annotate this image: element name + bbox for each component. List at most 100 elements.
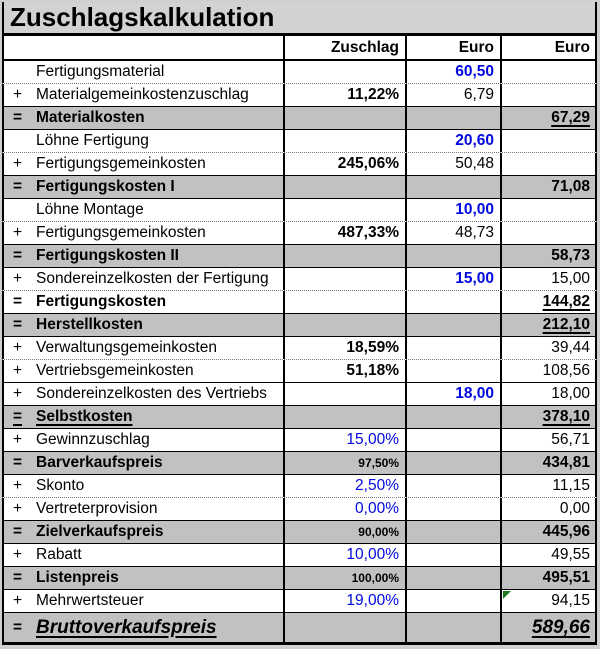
table-row: + Materialgemeinkostenzuschlag 11,22% 6,79 [2, 84, 597, 107]
row-sign: + [2, 590, 36, 612]
euro-value [407, 337, 502, 359]
row-label: Vertreterprovision [36, 498, 285, 520]
euro-value [407, 498, 502, 520]
zuschlag-percent: 100,00% [285, 567, 407, 589]
euro-value [407, 613, 502, 642]
zuschlag-percent [285, 199, 407, 221]
table-row: = Barverkaufspreis 97,50% 434,81 [2, 452, 597, 475]
row-sign: = [2, 521, 36, 543]
euro-total-value [502, 199, 597, 221]
row-label: Vertriebsgemeinkosten [36, 360, 285, 382]
calculation-table: Zuschlag Euro Euro Fertigungsmaterial 60,… [2, 36, 597, 645]
euro-value [407, 406, 502, 428]
table-header-row: Zuschlag Euro Euro [2, 36, 597, 61]
zuschlag-percent [285, 245, 407, 267]
row-sign: = [2, 291, 36, 313]
euro-value: 20,60 [407, 130, 502, 152]
column-header-zuschlag: Zuschlag [285, 36, 407, 59]
table-row: + Gewinnzuschlag 15,00% 56,71 [2, 429, 597, 452]
euro-total-value: 434,81 [502, 452, 597, 474]
row-label: Sondereinzelkosten der Fertigung [36, 268, 285, 290]
row-sign: + [2, 222, 36, 244]
row-sign [2, 199, 36, 221]
row-label: Mehrwertsteuer [36, 590, 285, 612]
euro-total-value: 18,00 [502, 383, 597, 405]
table-body: Fertigungsmaterial 60,50 + Materialgemeinko… [2, 61, 597, 645]
euro-value: 60,50 [407, 61, 502, 83]
row-label: Zielverkaufspreis [36, 521, 285, 543]
euro-total-value: 108,56 [502, 360, 597, 382]
euro-value: 50,48 [407, 153, 502, 175]
header-sign-spacer [2, 36, 36, 59]
euro-total-value: 58,73 [502, 245, 597, 267]
table-row: + Sondereinzelkosten des Vertriebs 18,00 18… [2, 383, 597, 406]
row-label: Fertigungskosten [36, 291, 285, 313]
row-sign: = [2, 567, 36, 589]
euro-value [407, 245, 502, 267]
zuschlag-percent [285, 314, 407, 336]
zuschlag-percent: 15,00% [285, 429, 407, 451]
euro-value: 15,00 [407, 268, 502, 290]
zuschlag-percent: 90,00% [285, 521, 407, 543]
sheet-title: Zuschlagskalkulation [2, 2, 597, 36]
table-row: + Vertreterprovision 0,00% 0,00 [2, 498, 597, 521]
row-sign: = [2, 107, 36, 129]
euro-value [407, 590, 502, 612]
row-sign: + [2, 337, 36, 359]
euro-total-value [502, 222, 597, 244]
row-sign: + [2, 544, 36, 566]
column-header-euro-1: Euro [407, 36, 502, 59]
row-sign: = [2, 314, 36, 336]
header-label-spacer [36, 36, 285, 59]
row-sign: + [2, 360, 36, 382]
table-row: = Materialkosten 67,29 [2, 107, 597, 130]
table-row: + Verwaltungsgemeinkosten 18,59% 39,44 [2, 337, 597, 360]
euro-value: 6,79 [407, 84, 502, 106]
euro-value [407, 107, 502, 129]
row-label: Barverkaufspreis [36, 452, 285, 474]
euro-total-value: 56,71 [502, 429, 597, 451]
row-sign: = [2, 613, 36, 642]
euro-total-value [502, 61, 597, 83]
table-row: + Mehrwertsteuer 19,00% 94,15 [2, 590, 597, 613]
row-label: Listenpreis [36, 567, 285, 589]
row-label: Sondereinzelkosten des Vertriebs [36, 383, 285, 405]
cell-corner-marker-icon [503, 591, 511, 599]
zuschlag-percent: 97,50% [285, 452, 407, 474]
euro-total-value: 11,15 [502, 475, 597, 497]
row-sign: + [2, 383, 36, 405]
row-label: Verwaltungsgemeinkosten [36, 337, 285, 359]
row-sign: + [2, 429, 36, 451]
euro-total-value: 67,29 [502, 107, 597, 129]
euro-total-value [502, 84, 597, 106]
zuschlag-percent [285, 406, 407, 428]
table-row: Fertigungsmaterial 60,50 [2, 61, 597, 84]
zuschlag-percent: 2,50% [285, 475, 407, 497]
row-label: Fertigungsmaterial [36, 61, 285, 83]
table-row: Löhne Fertigung 20,60 [2, 130, 597, 153]
euro-total-value [502, 130, 597, 152]
euro-total-value: 71,08 [502, 176, 597, 198]
euro-value: 18,00 [407, 383, 502, 405]
euro-value [407, 452, 502, 474]
row-sign: + [2, 153, 36, 175]
table-row: Löhne Montage 10,00 [2, 199, 597, 222]
zuschlag-percent: 0,00% [285, 498, 407, 520]
euro-value [407, 475, 502, 497]
euro-total-value: 495,51 [502, 567, 597, 589]
euro-total-value: 49,55 [502, 544, 597, 566]
zuschlag-percent [285, 613, 407, 642]
row-label: Skonto [36, 475, 285, 497]
euro-value [407, 567, 502, 589]
zuschlag-percent: 51,18% [285, 360, 407, 382]
table-row: + Rabatt 10,00% 49,55 [2, 544, 597, 567]
table-row: = Fertigungskosten II 58,73 [2, 245, 597, 268]
row-label: Selbstkosten [36, 406, 285, 428]
euro-value [407, 360, 502, 382]
row-sign: = [2, 452, 36, 474]
euro-total-value: 144,82 [502, 291, 597, 313]
zuschlag-percent: 18,59% [285, 337, 407, 359]
euro-total-value: 94,15 [502, 590, 597, 612]
row-label: Materialkosten [36, 107, 285, 129]
